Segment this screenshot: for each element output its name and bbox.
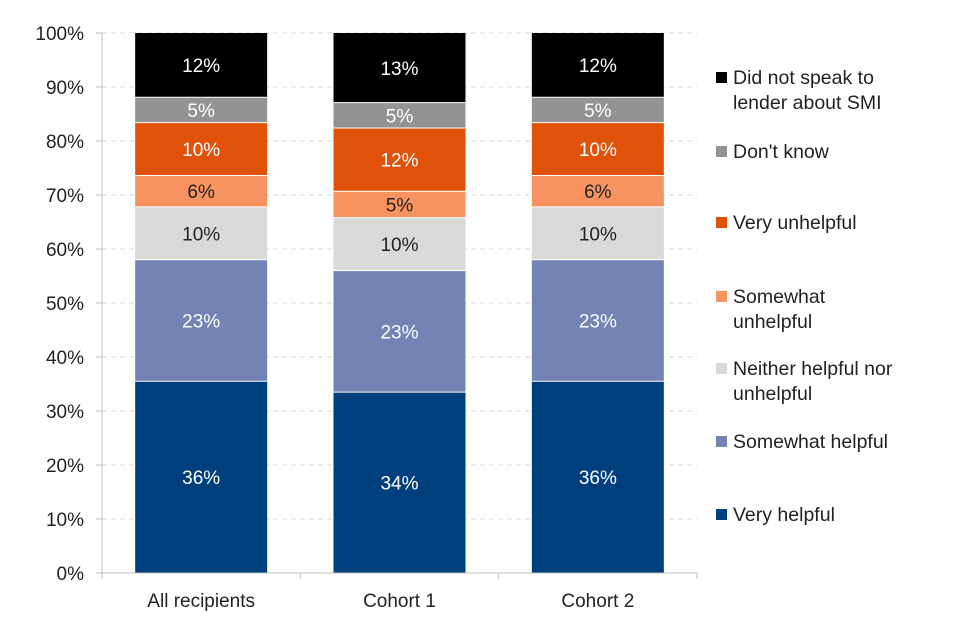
bars: 36% 23% 10% 6% 10% 5% 12% 34% 23% 10% 5% 12% 5% 13% 36…: [135, 33, 664, 573]
data-label: 5%: [386, 106, 414, 127]
data-label: 23%: [380, 322, 418, 343]
legend-label-line: Somewhat: [733, 286, 826, 308]
y-tick-label: 40%: [46, 348, 84, 369]
y-tick-label: 0%: [57, 564, 85, 585]
legend-item: Very helpful: [716, 503, 933, 528]
data-label: 10%: [380, 235, 418, 256]
legend-label: Very helpful: [733, 503, 933, 528]
data-label: 13%: [380, 59, 418, 80]
legend-swatch: [716, 509, 727, 520]
y-tick-label: 50%: [46, 294, 84, 315]
bar-segment: [135, 33, 268, 98]
data-label: 12%: [380, 151, 418, 172]
legend-swatch: [716, 217, 727, 228]
bar-segment: [135, 206, 268, 260]
bar-segment: [135, 381, 268, 573]
x-tick-label: All recipients: [147, 591, 255, 612]
legend-label-line: Neither helpful nor: [733, 358, 893, 380]
legend-swatch: [716, 436, 727, 447]
data-label: 34%: [380, 474, 418, 495]
legend-swatch: [716, 291, 727, 302]
bar-segment: [531, 122, 664, 176]
bar-segment: [135, 122, 268, 176]
legend-swatch: [716, 72, 727, 83]
bar-segment: [333, 128, 466, 192]
x-tick-label: Cohort 2: [561, 591, 634, 612]
data-label: 5%: [584, 101, 612, 122]
bar-segment: [531, 259, 664, 382]
data-label: 10%: [182, 224, 220, 245]
legend-label: Neither helpful nor unhelpful: [733, 357, 933, 407]
bar-segment: [135, 97, 268, 123]
legend-label-line: Don't know: [733, 141, 829, 163]
bar-segment: [135, 175, 268, 207]
y-tick-label: 90%: [46, 78, 84, 99]
legend-item: Somewhat unhelpful: [716, 285, 933, 335]
bar-segment: [531, 33, 664, 98]
y-tick-label: 80%: [46, 132, 84, 153]
bar-segment: [333, 33, 466, 103]
legend-label-line: lender about SMI: [733, 92, 882, 114]
y-tick-label: 100%: [35, 24, 84, 45]
bar-segment: [333, 217, 466, 271]
data-label: 6%: [187, 182, 215, 203]
legend-label: Somewhat unhelpful: [733, 285, 933, 335]
legend-label: Very unhelpful: [733, 211, 933, 236]
y-tick-label: 30%: [46, 402, 84, 423]
data-label: 36%: [579, 468, 617, 489]
data-label: 10%: [579, 224, 617, 245]
data-label: 23%: [579, 312, 617, 333]
y-tick-label: 20%: [46, 456, 84, 477]
bar-segment: [333, 102, 466, 129]
legend-label-line: Somewhat helpful: [733, 431, 889, 453]
x-tick-label: Cohort 1: [363, 591, 436, 612]
legend-item: Somewhat helpful: [716, 430, 933, 455]
data-label: 10%: [579, 140, 617, 161]
legend-item: Neither helpful nor unhelpful: [716, 357, 933, 407]
legend-label-line: Very helpful: [733, 504, 835, 526]
legend-label: Did not speak to lender about SMI: [733, 66, 933, 116]
bar-segment: [135, 259, 268, 382]
bar-segment: [333, 392, 466, 573]
legend-label: Somewhat helpful: [733, 430, 933, 455]
bar-segment: [531, 206, 664, 260]
y-axis: 0% 10% 20% 30% 40% 50% 60% 70% 80% 90% 100%: [35, 24, 103, 585]
legend-label-line: unhelpful: [733, 383, 813, 405]
y-tick-label: 60%: [46, 240, 84, 261]
y-tick-label: 70%: [46, 186, 84, 207]
bar-segment: [333, 270, 466, 393]
bar-segment: [531, 97, 664, 123]
legend-label-line: Very unhelpful: [733, 212, 857, 234]
bar-segment: [531, 175, 664, 207]
legend-label-line: unhelpful: [733, 311, 813, 333]
y-tick-label: 10%: [46, 510, 84, 531]
bar-segment: [333, 191, 466, 218]
legend-label-line: Did not speak to: [733, 67, 874, 89]
bar-segment: [531, 381, 664, 573]
legend-swatch: [716, 363, 727, 374]
data-label: 5%: [187, 101, 215, 122]
data-label: 12%: [579, 56, 617, 77]
legend-label: Don't know: [733, 140, 933, 165]
data-label: 36%: [182, 468, 220, 489]
data-label: 12%: [182, 56, 220, 77]
data-label: 6%: [584, 182, 612, 203]
legend-swatch: [716, 146, 727, 157]
legend-item: Did not speak to lender about SMI: [716, 66, 933, 116]
data-label: 10%: [182, 140, 220, 161]
data-label: 5%: [386, 195, 414, 216]
data-label: 23%: [182, 312, 220, 333]
legend-item: Very unhelpful: [716, 211, 933, 236]
legend-item: Don't know: [716, 140, 933, 165]
x-axis: All recipients Cohort 1 Cohort 2: [101, 572, 698, 612]
